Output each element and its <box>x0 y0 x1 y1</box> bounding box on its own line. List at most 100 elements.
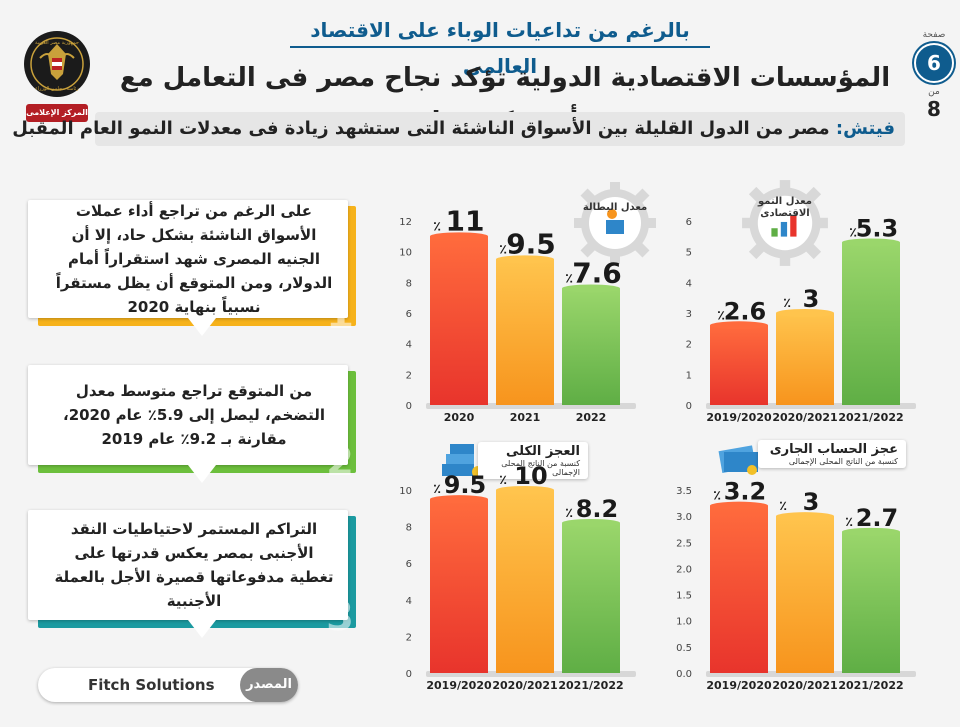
category-label: 2020 <box>444 411 475 424</box>
category-label: 2019/2020 <box>706 411 772 424</box>
deficit-chart: 02468102019/20209.5٪2020/202110٪2021/202… <box>399 462 636 692</box>
percent-label: ٪ <box>499 242 507 257</box>
value-label: 2.7 <box>856 504 899 532</box>
y-tick-label: 6 <box>406 559 412 570</box>
bar-top <box>842 527 900 536</box>
deficit-title-box: العجز الكلى كنسبة من الناتج المحلى الإجم… <box>478 442 588 479</box>
y-tick-label: 10 <box>399 486 412 497</box>
y-tick-label: 8 <box>406 278 412 289</box>
value-label: 2.6 <box>724 297 767 325</box>
header-quote: فيتش: مصر من الدول القليلة بين الأسواق ا… <box>12 112 895 146</box>
y-tick-label: 3.5 <box>676 486 692 497</box>
deficit-subtitle: كنسبة من الناتج المحلى الإجمالى <box>501 459 580 477</box>
header-subtitle: بالرغم من تداعيات الوباء على الاقتصاد ال… <box>310 18 690 78</box>
y-tick-label: 2 <box>686 340 692 351</box>
y-tick-label: 0 <box>406 669 412 680</box>
y-tick-label: 3.0 <box>676 512 692 523</box>
y-tick-label: 6 <box>686 217 692 228</box>
page-total: 8 <box>927 97 941 121</box>
percent-label: ٪ <box>433 482 441 497</box>
y-tick-label: 4 <box>406 340 412 351</box>
percent-label: ٪ <box>845 515 853 530</box>
y-tick-label: 8 <box>406 523 412 534</box>
y-tick-label: 12 <box>399 217 412 228</box>
point-text-3: التراكم المستمر لاحتياطيات النقد الأجنبى… <box>54 520 334 610</box>
cabinet-media-center-logo <box>24 31 90 122</box>
current-account-title: عجز الحساب الجارى <box>769 442 898 457</box>
point-box-2: من المتوقع تراجع متوسط معدل التضخم، ليصل… <box>28 365 356 485</box>
growth-gear-icon <box>742 180 828 266</box>
category-label: 2021 <box>510 411 541 424</box>
bar-top <box>842 238 900 247</box>
header-quote-bar: فيتش: مصر من الدول القليلة بين الأسواق ا… <box>12 112 905 146</box>
y-tick-label: 5 <box>686 248 692 259</box>
bar <box>562 522 620 673</box>
point-box-3: التراكم المستمر لاحتياطيات النقد الأجنبى… <box>28 510 356 640</box>
percent-label: ٪ <box>783 296 791 311</box>
source-name: Fitch Solutions <box>88 676 215 694</box>
y-tick-label: 4 <box>406 596 412 607</box>
percent-label: ٪ <box>433 219 441 234</box>
current-account-title-group: عجز الحساب الجارى كنسبة من الناتج المحلى… <box>718 438 908 478</box>
y-tick-label: 0 <box>686 401 692 412</box>
y-tick-label: 4 <box>686 278 692 289</box>
percent-label: ٪ <box>779 499 787 514</box>
y-tick-label: 2 <box>406 632 412 643</box>
y-tick-label: 0.0 <box>676 669 692 680</box>
bar <box>496 490 554 673</box>
page-indicator: صفحة 6 من 8 <box>913 8 955 138</box>
value-label: 5.3 <box>856 214 899 242</box>
bar <box>496 259 554 405</box>
y-tick-label: 10 <box>399 248 412 259</box>
category-label: 2020/2021 <box>772 411 837 424</box>
point-number-2: 2 <box>326 439 354 485</box>
value-label: 3.2 <box>724 478 767 506</box>
point-text-2: من المتوقع تراجع متوسط معدل التضخم، ليصل… <box>62 382 325 448</box>
category-label: 2019/2020 <box>426 679 492 692</box>
percent-label: ٪ <box>717 308 725 323</box>
y-tick-label: 1 <box>686 370 692 381</box>
bar-top <box>710 501 768 510</box>
quote-body: مصر من الدول القليلة بين الأسواق الناشئة… <box>12 118 836 139</box>
percent-label: ٪ <box>713 489 721 504</box>
value-label: 8.2 <box>576 495 619 523</box>
percent-label: ٪ <box>565 271 573 286</box>
logo-line1: جمهورية مصر العربية <box>35 40 79 46</box>
bar-top <box>776 309 834 317</box>
y-tick-label: 0.5 <box>676 643 692 654</box>
page-of: من <box>928 87 940 97</box>
bar <box>842 242 900 405</box>
point-number-1: 1 <box>326 292 354 338</box>
value-label: 9.5 <box>506 227 556 260</box>
value-label: 3 <box>803 285 820 313</box>
value-label: 7.6 <box>572 256 622 289</box>
logo-line2: رئاسة مجلس الوزراء <box>35 86 79 92</box>
page-current: 6 <box>914 43 954 83</box>
value-label: 11 <box>446 204 485 237</box>
y-tick-label: 0 <box>406 401 412 412</box>
growth-title: معدل النمو الاقتصادى <box>757 196 812 219</box>
bar-top <box>430 232 488 241</box>
current-account-chart: 0.00.51.01.52.02.53.03.52019/20203.2٪202… <box>676 478 916 692</box>
bar <box>430 499 488 673</box>
value-label: 10 <box>514 462 547 490</box>
unemployment-title: معدل البطالة <box>582 202 648 213</box>
value-label: 9.5 <box>444 471 487 499</box>
source-pill: Fitch Solutions المصدر <box>38 668 298 702</box>
bar <box>430 236 488 405</box>
y-tick-label: 2.0 <box>676 564 692 575</box>
category-label: 2020/2021 <box>772 679 837 692</box>
bar <box>776 516 834 673</box>
point-text-1: على الرغم من تراجع أداء عملات الأسواق ال… <box>55 202 333 316</box>
bar-top <box>710 321 768 330</box>
bar-top <box>776 512 834 521</box>
value-label: 3 <box>803 488 820 516</box>
bar <box>710 325 768 405</box>
bar-top <box>496 255 554 264</box>
category-label: 2021/2022 <box>838 679 903 692</box>
source-label: المصدر <box>240 668 298 702</box>
current-account-subtitle: كنسبة من الناتج المحلى الإجمالى <box>788 457 898 466</box>
category-label: 2021/2022 <box>838 411 903 424</box>
quote-source: فيتش: <box>835 118 895 139</box>
